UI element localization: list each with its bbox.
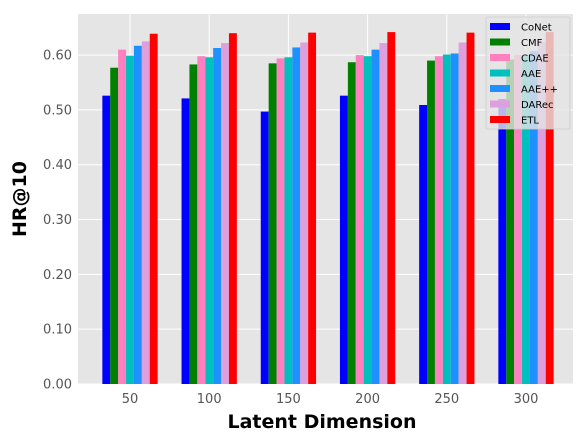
legend-swatch <box>490 116 510 123</box>
bar-cdae-250 <box>434 56 443 385</box>
bar-cmf-50 <box>110 67 119 384</box>
bar-darec-50 <box>141 41 150 384</box>
bar-aae-100 <box>205 57 214 385</box>
legend-label: AAE <box>521 69 541 80</box>
y-tick-label: 0.60 <box>43 49 72 64</box>
bar-cmf-250 <box>427 60 435 385</box>
x-tick-label: 200 <box>355 392 380 407</box>
bar-cdae-50 <box>118 49 127 384</box>
bar-darec-250 <box>458 42 467 384</box>
y-tick-label: 0.20 <box>43 268 72 283</box>
bar-conet-50 <box>102 95 111 385</box>
legend-swatch <box>490 38 510 46</box>
bar-cmf-150 <box>268 63 277 384</box>
bar-darec-200 <box>379 43 388 385</box>
x-axis-label: Latent Dimension <box>227 411 416 433</box>
legend-label: ETL <box>521 116 539 127</box>
legend-swatch <box>490 54 510 61</box>
y-tick-labels: 0.00 0.10 0.20 0.30 0.40 0.50 0.60 <box>43 49 72 393</box>
bar-etl-300 <box>545 32 554 385</box>
bar-aae--250 <box>450 53 459 384</box>
bar-aae-200 <box>363 56 372 385</box>
legend-swatch <box>490 100 510 108</box>
legend-swatch <box>490 85 510 92</box>
bar-cdae-100 <box>197 56 206 385</box>
legend-label: DARec <box>521 100 554 111</box>
bar-cmf-100 <box>189 64 198 385</box>
bar-conet-300 <box>498 98 507 385</box>
y-tick-label: 0.40 <box>43 158 72 173</box>
bar-aae-50 <box>126 55 134 384</box>
bar-aae--100 <box>213 47 222 385</box>
bar-etl-200 <box>387 32 396 385</box>
legend-label: CDAE <box>521 54 549 65</box>
bar-aae-250 <box>442 54 451 385</box>
bar-aae--150 <box>292 47 301 384</box>
bar-etl-50 <box>149 33 158 384</box>
x-tick-label: 50 <box>122 392 139 407</box>
bar-aae--300 <box>529 51 538 385</box>
x-tick-labels: 50 100 150 200 250 300 <box>122 392 539 407</box>
x-tick-label: 150 <box>276 392 301 407</box>
x-tick-label: 300 <box>514 392 539 407</box>
y-tick-label: 0.10 <box>43 323 72 338</box>
bar-darec-100 <box>221 43 229 385</box>
legend-label: AAE++ <box>521 85 558 96</box>
bars <box>102 32 554 385</box>
legend-label: CoNet <box>521 23 552 34</box>
bar-conet-100 <box>181 98 190 384</box>
bar-cdae-200 <box>355 55 364 385</box>
bar-aae--50 <box>133 45 142 384</box>
bar-cdae-300 <box>514 55 523 385</box>
bar-darec-150 <box>300 42 309 384</box>
bar-aae-150 <box>284 57 293 385</box>
bar-conet-150 <box>260 111 269 384</box>
y-axis-label: HR@10 <box>9 161 31 237</box>
bar-etl-250 <box>466 32 475 384</box>
bar-etl-100 <box>228 33 237 384</box>
legend-swatch <box>490 69 510 77</box>
bar-darec-300 <box>537 41 546 385</box>
x-tick-label: 100 <box>197 392 222 407</box>
bar-cmf-300 <box>506 59 515 384</box>
bar-cmf-200 <box>347 62 356 385</box>
bar-etl-150 <box>308 32 317 384</box>
y-tick-label: 0.00 <box>43 378 72 393</box>
y-tick-label: 0.50 <box>43 103 72 118</box>
bar-aae--200 <box>371 49 380 384</box>
bar-conet-250 <box>419 104 428 385</box>
bar-conet-200 <box>339 95 348 385</box>
bar-aae-300 <box>522 55 530 385</box>
legend-label: CMF <box>521 38 543 49</box>
x-tick-label: 250 <box>434 392 459 407</box>
legend-swatch <box>490 23 510 30</box>
y-tick-label: 0.30 <box>43 213 72 228</box>
bar-cdae-150 <box>276 58 285 385</box>
legend: CoNet CMF CDAE AAE AAE++ DARec ETL <box>485 16 571 130</box>
